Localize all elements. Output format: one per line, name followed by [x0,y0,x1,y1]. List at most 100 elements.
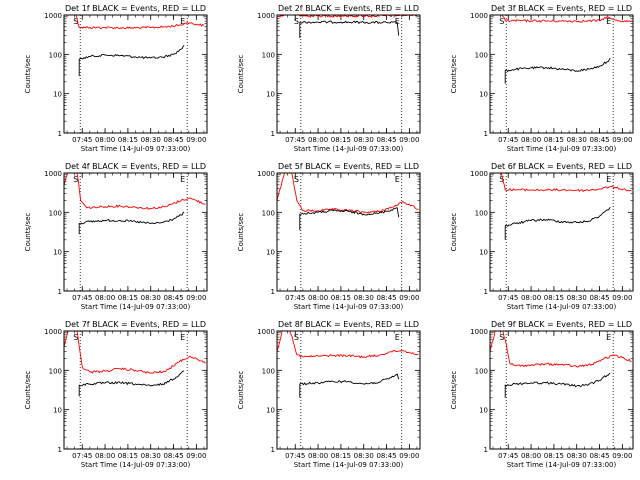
y-axis-label: Counts/sec [450,55,458,94]
x-tick-label: 08:00 [308,136,328,144]
y-tick-label: 1000 [257,328,275,336]
y-tick-label: 10 [53,249,62,257]
x-axis-label: Start Time (14-Jul-09 07:33:00) [81,145,191,153]
plot-frame [489,172,634,292]
lld-series-line [64,173,206,211]
x-tick-label: 08:45 [589,452,609,460]
x-tick-label: 08:00 [308,294,328,302]
y-tick-label: 100 [475,51,488,59]
panel-title: Det 8f BLACK = Events, RED = LLD [278,320,419,329]
y-tick-label: 1 [58,446,62,454]
y-tick-label: 100 [475,367,488,375]
y-tick-label: 1000 [470,12,488,20]
x-tick-label: 08:30 [141,452,161,460]
x-tick-label: 08:15 [118,294,138,302]
y-tick-label: 10 [479,249,488,257]
panel-title: Det 3f BLACK = Events, RED = LLD [491,4,632,13]
x-tick-label: 08:00 [521,294,541,302]
x-tick-label: 07:45 [498,294,518,302]
x-tick-label: 08:15 [118,452,138,460]
start-marker-label: S [73,333,78,342]
events-series-line [504,57,611,84]
x-tick-label: 08:30 [141,294,161,302]
plot-frame [489,330,634,450]
x-tick-label: 08:30 [141,136,161,144]
y-tick-label: 10 [479,91,488,99]
x-tick-label: 08:15 [544,452,564,460]
x-tick-label: 09:00 [186,136,206,144]
y-tick-label: 1 [271,446,275,454]
x-tick-label: 09:00 [612,136,632,144]
x-tick-label: 08:45 [163,294,183,302]
x-tick-label: 08:45 [376,294,396,302]
x-tick-label: 07:45 [285,294,305,302]
x-tick-label: 08:30 [567,294,587,302]
x-tick-label: 08:30 [567,452,587,460]
events-series-line [299,207,400,231]
y-tick-label: 1000 [44,328,62,336]
panel-title: Det 4f BLACK = Events, RED = LLD [65,162,206,171]
y-tick-label: 100 [49,209,62,217]
x-tick-label: 08:30 [567,136,587,144]
events-series-line [78,44,185,77]
x-tick-label: 08:45 [589,294,609,302]
x-tick-label: 08:45 [163,452,183,460]
y-tick-label: 1 [484,446,488,454]
x-tick-label: 08:00 [95,452,115,460]
x-axis-label: Start Time (14-Jul-09 07:33:00) [507,303,617,311]
lld-series-line [490,331,632,368]
y-axis-label: Counts/sec [24,55,32,94]
x-tick-label: 09:00 [186,452,206,460]
x-tick-label: 09:00 [399,294,419,302]
panel-title: Det 9f BLACK = Events, RED = LLD [491,320,632,329]
x-tick-label: 07:45 [72,452,92,460]
y-tick-label: 1 [58,288,62,296]
x-axis-label: Start Time (14-Jul-09 07:33:00) [294,145,404,153]
panel-title: Det 7f BLACK = Events, RED = LLD [65,320,206,329]
x-axis-label: Start Time (14-Jul-09 07:33:00) [81,461,191,469]
x-tick-label: 09:00 [186,294,206,302]
panel-det-3: Det 3f BLACK = Events, RED = LLD Counts/s… [450,4,634,153]
y-axis-label: Counts/sec [450,371,458,410]
y-tick-label: 10 [53,91,62,99]
lld-series-line [277,331,419,359]
start-marker-label: S [294,175,299,184]
end-marker-label: E [395,175,400,184]
x-tick-label: 09:00 [612,452,632,460]
end-marker-label: E [180,175,185,184]
x-tick-label: 08:45 [376,136,396,144]
plot-frame [63,330,208,450]
x-tick-label: 08:15 [331,452,351,460]
start-marker-label: S [499,333,504,342]
y-tick-label: 1 [58,130,62,138]
lld-series-line [493,15,632,23]
x-tick-label: 09:00 [612,294,632,302]
y-tick-label: 10 [266,91,275,99]
end-marker-label: E [395,333,400,342]
x-tick-label: 08:30 [354,452,374,460]
y-axis-label: Counts/sec [450,213,458,252]
y-tick-label: 1 [484,130,488,138]
y-tick-label: 10 [479,407,488,415]
y-tick-label: 100 [262,209,275,217]
x-axis-label: Start Time (14-Jul-09 07:33:00) [81,303,191,311]
x-axis-label: Start Time (14-Jul-09 07:33:00) [507,145,617,153]
events-series-line [78,370,185,397]
y-tick-label: 100 [49,367,62,375]
x-tick-label: 07:45 [72,136,92,144]
y-tick-label: 1 [271,288,275,296]
plot-frame [63,14,208,134]
start-marker-label: S [294,333,299,342]
panel-det-9: Det 9f BLACK = Events, RED = LLD Counts/s… [450,320,634,469]
y-axis-label: Counts/sec [237,371,245,410]
events-series-line [299,20,400,38]
plot-frame [63,172,208,292]
x-tick-label: 07:45 [72,294,92,302]
events-series-line [504,206,611,240]
events-series-line [78,211,185,235]
y-axis-label: Counts/sec [237,213,245,252]
y-tick-label: 1000 [470,170,488,178]
x-tick-label: 08:15 [544,294,564,302]
y-tick-label: 1 [484,288,488,296]
